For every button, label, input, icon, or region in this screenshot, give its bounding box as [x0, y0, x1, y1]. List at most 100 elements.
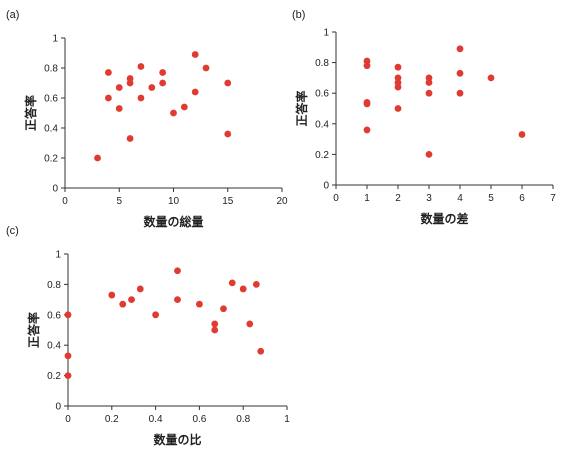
data-point: [363, 62, 371, 70]
x-tick-label: 1: [284, 414, 290, 425]
data-point: [425, 89, 433, 97]
data-point: [224, 79, 232, 87]
data-point: [126, 75, 134, 82]
y-tick-label: 1: [323, 28, 329, 39]
y-tick-label: 0.8: [47, 280, 61, 291]
x-tick-label: 20: [276, 196, 288, 207]
x-tick-label: 0: [62, 196, 68, 207]
data-point: [425, 151, 433, 158]
data-point: [456, 45, 464, 53]
y-axis-label: 正答率: [26, 312, 41, 348]
y-tick-label: 1: [55, 250, 61, 261]
y-tick-label: 0: [323, 181, 329, 192]
x-tick-label: 2: [395, 193, 401, 204]
data-point: [202, 64, 210, 72]
x-tick-label: 0.4: [149, 414, 163, 425]
data-point: [137, 63, 145, 70]
data-point: [394, 83, 402, 91]
data-point: [252, 281, 260, 288]
y-tick-label: 0.4: [315, 119, 329, 130]
data-point: [487, 74, 495, 82]
x-tick-label: 15: [222, 196, 234, 207]
data-point: [363, 126, 371, 134]
data-point: [174, 296, 181, 303]
data-point: [137, 94, 145, 102]
y-tick-label: 1: [52, 34, 58, 45]
y-tick-label: 0.6: [315, 89, 329, 100]
data-point: [246, 320, 254, 328]
data-point: [119, 300, 127, 308]
scatter-panel-3: (c) 0 0.2 0.4 0.6 0.8 1 0 0.2 0.4 0.6 0.8 1 数量の比 正答率: [6, 225, 290, 447]
y-tick-label: 0.2: [47, 371, 61, 382]
data-point: [115, 84, 123, 91]
y-tick-label: 0.4: [44, 124, 58, 135]
data-point: [64, 352, 72, 360]
data-point: [191, 88, 199, 96]
data-point: [425, 79, 433, 86]
data-point: [128, 296, 135, 303]
scatter-panel-2: (b) 0 1 2 3 4 5 6 7 0 0.2 0.4 0.6 0.8 1 数量の差 正答率: [292, 9, 556, 226]
data-point: [394, 63, 402, 71]
data-point: [152, 311, 160, 319]
x-tick-label: 0.8: [236, 414, 250, 425]
x-axis-label: 数量の総量: [143, 214, 203, 229]
scatter-panel-1: (a) 0 5 10 15 20 0 0.2 0.4 0.6 0.8 1 数量の総量 正答率: [6, 9, 288, 229]
data-point: [136, 285, 144, 293]
x-tick-label: 3: [426, 193, 432, 204]
data-point: [159, 69, 167, 76]
data-point: [211, 326, 219, 334]
x-tick-label: 5: [488, 193, 494, 204]
data-point: [394, 105, 402, 112]
data-point: [228, 279, 236, 287]
x-tick-label: 0.6: [192, 414, 206, 425]
x-tick-label: 0: [65, 414, 71, 425]
y-tick-label: 0.4: [47, 341, 61, 352]
y-axis-label: 正答率: [294, 90, 309, 126]
data-point: [456, 69, 464, 77]
y-tick-label: 0: [52, 184, 58, 195]
panel-tag: (c): [6, 225, 19, 237]
y-axis-label: 正答率: [23, 95, 38, 131]
data-point: [148, 84, 156, 91]
y-tick-label: 0.6: [47, 310, 61, 321]
y-tick-label: 0.8: [44, 64, 58, 75]
x-tick-label: 0.2: [105, 414, 119, 425]
data-point: [108, 291, 116, 299]
data-point: [115, 105, 123, 112]
data-point: [224, 130, 232, 138]
panel-tag: (b): [292, 9, 305, 21]
x-axis-label: 数量の比: [153, 432, 201, 447]
data-point: [180, 103, 188, 111]
y-tick-label: 0.2: [315, 150, 329, 161]
data-point: [64, 372, 72, 379]
data-point: [94, 154, 101, 162]
x-tick-label: 0: [333, 193, 339, 204]
data-point: [126, 135, 134, 142]
y-tick-label: 0.6: [44, 94, 58, 105]
data-point: [220, 305, 227, 313]
data-point: [64, 311, 72, 319]
x-tick-label: 1: [364, 193, 370, 204]
panel-tag: (a): [6, 9, 19, 21]
data-point: [159, 79, 167, 87]
data-point: [211, 320, 219, 328]
data-point: [518, 131, 526, 138]
x-axis-label: 数量の差: [420, 211, 468, 226]
data-point: [257, 347, 265, 355]
data-point: [105, 94, 112, 102]
x-tick-label: 6: [519, 193, 525, 204]
y-tick-label: 0.8: [315, 58, 329, 69]
x-tick-label: 10: [168, 196, 180, 207]
data-point: [174, 267, 181, 275]
data-point: [363, 100, 371, 108]
y-tick-label: 0.2: [44, 154, 58, 165]
x-tick-label: 7: [550, 193, 556, 204]
data-point: [239, 285, 247, 293]
data-point: [191, 51, 199, 58]
x-tick-label: 5: [116, 196, 122, 207]
data-point: [456, 89, 464, 97]
data-point: [105, 69, 112, 76]
data-point: [170, 109, 177, 117]
data-point: [196, 300, 203, 308]
